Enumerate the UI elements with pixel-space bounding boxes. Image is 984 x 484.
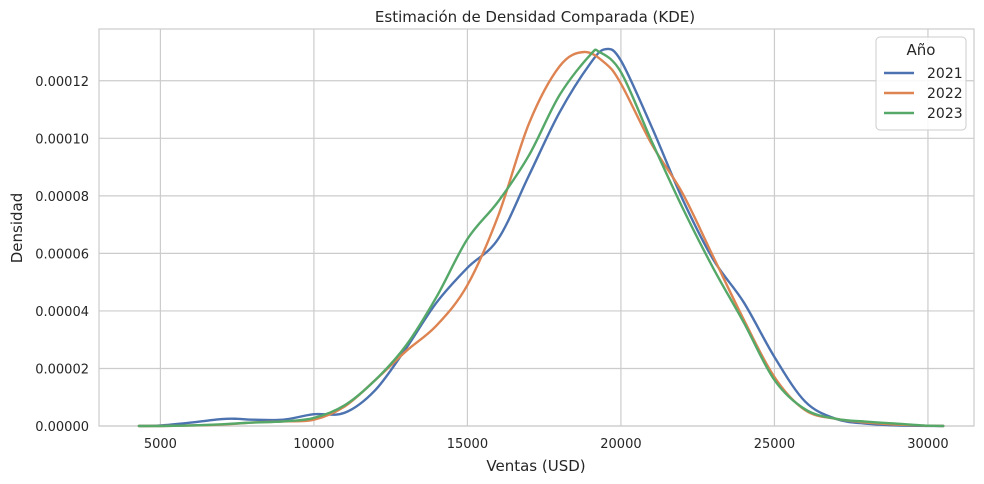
legend-label-2021: 2021 xyxy=(927,66,963,82)
y-tick-label: 0.00008 xyxy=(35,190,89,205)
plot-area-frame xyxy=(98,28,975,427)
y-tick-label: 0.00012 xyxy=(35,75,89,90)
x-tick-label: 15000 xyxy=(447,437,488,452)
y-tick-label: 0.00010 xyxy=(35,132,89,147)
y-tick-label: 0.00002 xyxy=(35,362,89,377)
legend-box xyxy=(875,36,967,131)
chart-title: Estimación de Densidad Comparada (KDE) xyxy=(375,8,695,26)
legend-label-2022: 2022 xyxy=(927,86,963,102)
legend-label-2023: 2023 xyxy=(927,106,963,122)
legend-title: Año xyxy=(907,41,936,59)
x-tick-label: 30000 xyxy=(907,437,948,452)
y-axis-ticks: 0.00000 0.00002 0.00004 0.00006 0.00008 0.000… xyxy=(35,75,89,435)
y-axis-title: Densidad xyxy=(8,193,26,264)
grid xyxy=(99,29,974,427)
y-tick-label: 0.00004 xyxy=(35,305,89,320)
legend-items: 2021 2022 2023 xyxy=(884,66,963,122)
x-tick-label: 25000 xyxy=(754,437,795,452)
series-line-2023 xyxy=(137,48,945,428)
series-line-2022 xyxy=(137,50,945,428)
series-line-2021 xyxy=(137,47,945,428)
x-tick-label: 20000 xyxy=(600,437,641,452)
series-lines xyxy=(137,47,945,428)
x-axis-title: Ventas (USD) xyxy=(486,457,585,475)
x-axis-ticks: 5000 10000 15000 20000 25000 30000 xyxy=(144,437,949,452)
legend: Año 2021 2022 2023 xyxy=(875,36,967,131)
x-tick-label: 10000 xyxy=(293,437,334,452)
x-tick-label: 5000 xyxy=(144,437,177,452)
y-tick-label: 0.00000 xyxy=(35,420,89,435)
y-tick-label: 0.00006 xyxy=(35,247,89,262)
